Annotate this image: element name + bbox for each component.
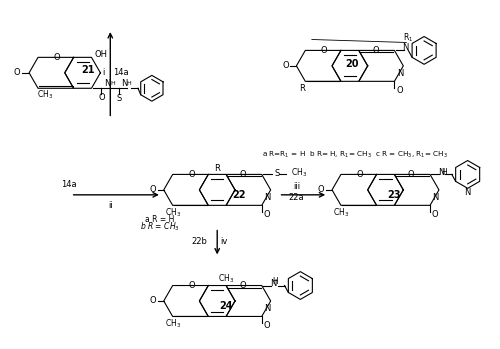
Text: O: O	[396, 86, 402, 95]
Text: O: O	[240, 281, 246, 290]
Text: b R = CH$_3$: b R = CH$_3$	[140, 221, 180, 233]
Text: H: H	[110, 81, 114, 86]
Text: 24: 24	[220, 301, 233, 311]
Text: H: H	[126, 81, 132, 86]
Text: 21: 21	[81, 65, 94, 75]
Text: O: O	[150, 297, 156, 305]
Text: O: O	[150, 185, 156, 194]
Text: N: N	[396, 69, 403, 78]
Text: O: O	[318, 185, 324, 194]
Text: O: O	[188, 281, 195, 290]
Text: 23: 23	[388, 190, 401, 200]
Text: N: N	[402, 43, 408, 52]
Text: CH$_3$: CH$_3$	[164, 206, 180, 218]
Text: R: R	[300, 84, 306, 93]
Text: O: O	[98, 93, 104, 102]
Text: N: N	[270, 279, 276, 288]
Text: O: O	[321, 46, 328, 55]
Text: CH$_3$: CH$_3$	[333, 206, 349, 218]
Text: iv: iv	[220, 237, 228, 246]
Text: R: R	[214, 164, 220, 173]
Text: H: H	[441, 168, 446, 177]
Text: O: O	[282, 61, 289, 70]
Text: N: N	[104, 79, 110, 88]
Text: N: N	[432, 193, 438, 202]
Text: O: O	[240, 170, 246, 179]
Text: O: O	[54, 53, 60, 62]
Text: 14a: 14a	[61, 180, 76, 190]
Text: CH$_3$: CH$_3$	[218, 272, 234, 285]
Text: O: O	[188, 170, 195, 179]
Text: O: O	[356, 170, 363, 179]
Text: CH$_3$: CH$_3$	[37, 89, 53, 102]
Text: O: O	[408, 170, 414, 179]
Text: O: O	[432, 210, 438, 219]
Text: H: H	[272, 277, 278, 286]
Text: N: N	[464, 188, 471, 197]
Text: N: N	[121, 79, 128, 88]
Text: i: i	[102, 68, 104, 77]
Text: S: S	[274, 169, 280, 178]
Text: ii: ii	[108, 201, 112, 210]
Text: S: S	[116, 94, 122, 103]
Text: N: N	[264, 193, 270, 202]
Text: N: N	[438, 168, 444, 177]
Text: 14a: 14a	[114, 68, 129, 77]
Text: 22: 22	[232, 190, 245, 200]
Text: 20: 20	[345, 59, 358, 69]
Text: O: O	[372, 46, 379, 55]
Text: R$_1$: R$_1$	[403, 31, 413, 44]
Text: CH$_3$: CH$_3$	[292, 166, 308, 179]
Text: N: N	[264, 304, 270, 313]
Text: 22b: 22b	[192, 237, 208, 246]
Text: a R = H: a R = H	[146, 215, 175, 224]
Text: OH: OH	[94, 50, 108, 59]
Text: O: O	[264, 210, 270, 219]
Text: a R=R$_1$ = H  b R= H, R$_1$= CH$_3$  c R = CH$_3$, R$_1$= CH$_3$: a R=R$_1$ = H b R= H, R$_1$= CH$_3$ c R …	[262, 150, 448, 160]
Text: CH$_3$: CH$_3$	[164, 317, 180, 330]
Text: 22a: 22a	[288, 193, 304, 202]
Text: iii: iii	[293, 183, 300, 191]
Text: O: O	[14, 68, 20, 77]
Text: O: O	[264, 321, 270, 330]
